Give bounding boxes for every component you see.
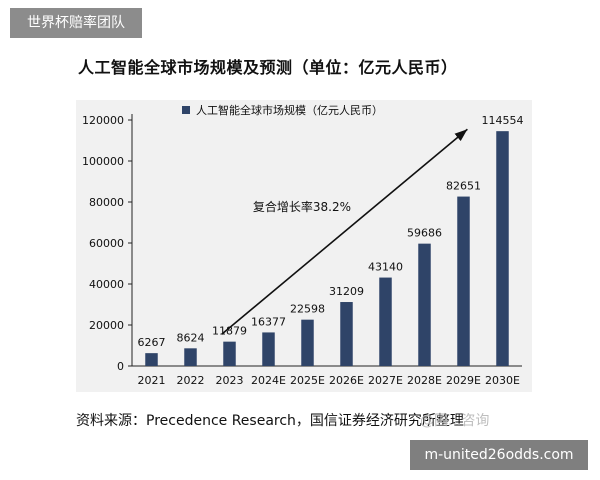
x-tick-label-2028E: 2028E <box>407 374 442 387</box>
legend-label: 人工智能全球市场规模（亿元人民币） <box>196 103 383 117</box>
x-tick-label-2025E: 2025E <box>290 374 325 387</box>
watermark-text: @国...咨询 <box>420 413 490 429</box>
legend-swatch <box>182 106 190 114</box>
bar-2025E <box>301 319 314 366</box>
bar-2022 <box>184 348 197 366</box>
data-label-2023: 11879 <box>212 325 247 338</box>
bar-2024E <box>262 332 275 366</box>
y-tick-label: 20000 <box>89 319 124 332</box>
data-label-2027E: 43140 <box>368 261 403 274</box>
x-tick-label-2023: 2023 <box>216 374 244 387</box>
chart-panel: 0 20000 40000 60000 80000 100000 120000 6267 86… <box>76 100 532 392</box>
data-label-2030E: 114554 <box>482 114 524 127</box>
x-tick-label-2030E: 2030E <box>485 374 520 387</box>
x-tick-label-2022: 2022 <box>177 374 205 387</box>
y-tick-label: 100000 <box>82 155 124 168</box>
bar-2029E <box>457 196 470 366</box>
source-note: 资料来源：Precedence Research，国信证券经济研究所整理 <box>76 413 464 429</box>
data-label-2021: 6267 <box>138 336 166 349</box>
y-tick-label: 60000 <box>89 237 124 250</box>
data-label-2025E: 22598 <box>290 303 325 316</box>
top-badge: 世界杯赔率团队 <box>10 8 142 38</box>
data-label-2028E: 59686 <box>407 227 442 240</box>
x-tick-label-2024E: 2024E <box>251 374 286 387</box>
data-label-2029E: 82651 <box>446 180 481 193</box>
x-tick-label-2021: 2021 <box>138 374 166 387</box>
bar-chart: 0 20000 40000 60000 80000 100000 120000 6267 86… <box>82 103 524 387</box>
bar-2026E <box>340 302 353 366</box>
growth-arrow <box>221 128 468 335</box>
bar-2028E <box>418 243 431 366</box>
bar-2023 <box>223 341 236 366</box>
data-label-2024E: 16377 <box>251 315 286 328</box>
x-tick-label-2029E: 2029E <box>446 374 481 387</box>
bar-2021 <box>145 353 158 366</box>
chart-title: 人工智能全球市场规模及预测（单位：亿元人民币） <box>78 58 458 77</box>
data-label-2026E: 31209 <box>329 285 364 298</box>
x-tick-label-2026E: 2026E <box>329 374 364 387</box>
bar-2030E <box>496 131 509 366</box>
bottom-badge: m-united26odds.com <box>410 440 588 470</box>
y-tick-label: 40000 <box>89 278 124 291</box>
growth-rate-annotation: 复合增长率38.2% <box>253 199 351 214</box>
bar-2027E <box>379 277 392 366</box>
data-label-2022: 8624 <box>177 331 205 344</box>
y-tick-label: 80000 <box>89 196 124 209</box>
y-tick-label: 120000 <box>82 114 124 127</box>
x-tick-label-2027E: 2027E <box>368 374 403 387</box>
y-tick-label: 0 <box>117 360 124 373</box>
